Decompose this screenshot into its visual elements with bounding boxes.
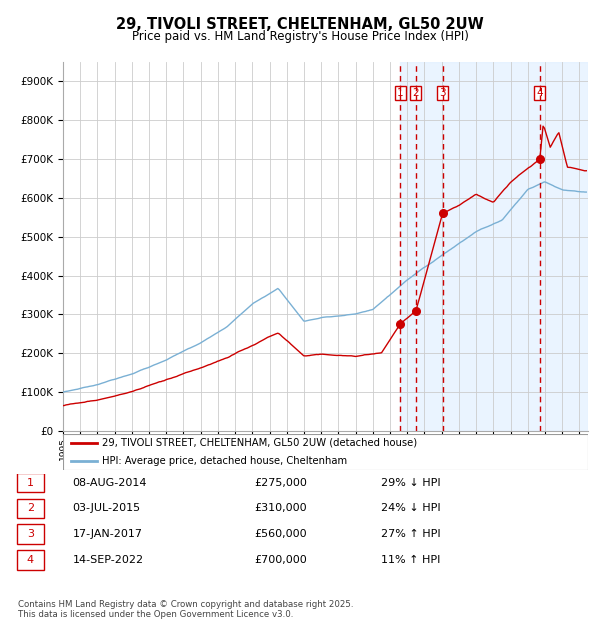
Text: 29, TIVOLI STREET, CHELTENHAM, GL50 2UW (detached house): 29, TIVOLI STREET, CHELTENHAM, GL50 2UW … bbox=[103, 438, 418, 448]
Text: 27% ↑ HPI: 27% ↑ HPI bbox=[380, 529, 440, 539]
Text: 29% ↓ HPI: 29% ↓ HPI bbox=[380, 477, 440, 487]
Text: 4: 4 bbox=[27, 556, 34, 565]
Text: Price paid vs. HM Land Registry's House Price Index (HPI): Price paid vs. HM Land Registry's House … bbox=[131, 30, 469, 43]
Text: £700,000: £700,000 bbox=[254, 556, 307, 565]
Text: £275,000: £275,000 bbox=[254, 477, 307, 487]
Text: 2: 2 bbox=[413, 88, 419, 98]
Text: 4: 4 bbox=[536, 88, 543, 98]
Text: 14-SEP-2022: 14-SEP-2022 bbox=[73, 556, 143, 565]
Text: 24% ↓ HPI: 24% ↓ HPI bbox=[380, 503, 440, 513]
Text: 1: 1 bbox=[397, 88, 404, 98]
Text: 2: 2 bbox=[27, 503, 34, 513]
Text: 3: 3 bbox=[27, 529, 34, 539]
Text: 29, TIVOLI STREET, CHELTENHAM, GL50 2UW: 29, TIVOLI STREET, CHELTENHAM, GL50 2UW bbox=[116, 17, 484, 32]
Text: 3: 3 bbox=[439, 88, 446, 98]
Text: £560,000: £560,000 bbox=[254, 529, 307, 539]
Text: This data is licensed under the Open Government Licence v3.0.: This data is licensed under the Open Gov… bbox=[18, 610, 293, 619]
FancyBboxPatch shape bbox=[17, 525, 44, 544]
Text: 11% ↑ HPI: 11% ↑ HPI bbox=[380, 556, 440, 565]
Text: HPI: Average price, detached house, Cheltenham: HPI: Average price, detached house, Chel… bbox=[103, 456, 347, 466]
Text: 03-JUL-2015: 03-JUL-2015 bbox=[73, 503, 140, 513]
FancyBboxPatch shape bbox=[17, 498, 44, 518]
Text: £310,000: £310,000 bbox=[254, 503, 307, 513]
Text: Contains HM Land Registry data © Crown copyright and database right 2025.: Contains HM Land Registry data © Crown c… bbox=[18, 600, 353, 609]
FancyBboxPatch shape bbox=[63, 434, 588, 470]
Text: 08-AUG-2014: 08-AUG-2014 bbox=[73, 477, 147, 487]
Bar bbox=[400, 62, 588, 431]
Text: 17-JAN-2017: 17-JAN-2017 bbox=[73, 529, 142, 539]
Text: 1: 1 bbox=[27, 477, 34, 487]
FancyBboxPatch shape bbox=[17, 472, 44, 492]
FancyBboxPatch shape bbox=[17, 551, 44, 570]
